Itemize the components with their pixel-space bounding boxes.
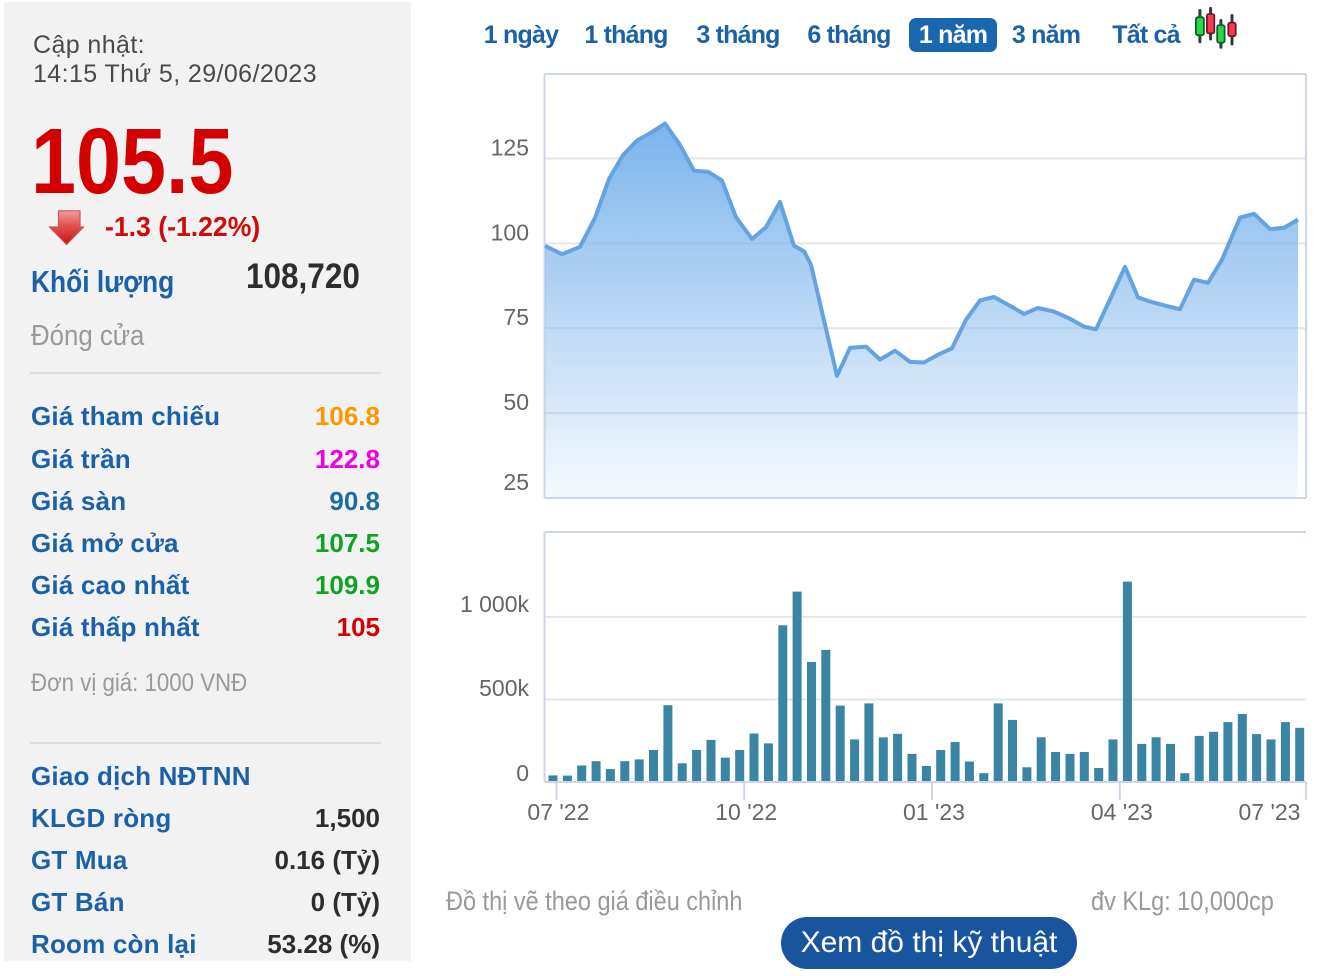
svg-text:0: 0 [516, 760, 529, 786]
svg-text:50: 50 [503, 389, 529, 415]
svg-text:25: 25 [503, 469, 529, 495]
svg-text:10 '22: 10 '22 [715, 799, 777, 825]
svg-text:04 '23: 04 '23 [1091, 799, 1153, 825]
svg-text:100: 100 [491, 219, 529, 245]
svg-text:07 '22: 07 '22 [527, 799, 589, 825]
svg-text:07 '23: 07 '23 [1239, 799, 1301, 825]
svg-text:01 '23: 01 '23 [903, 799, 965, 825]
svg-text:125: 125 [491, 135, 529, 161]
svg-text:1 000k: 1 000k [460, 591, 530, 617]
svg-text:75: 75 [503, 304, 529, 330]
svg-text:500k: 500k [479, 675, 529, 701]
